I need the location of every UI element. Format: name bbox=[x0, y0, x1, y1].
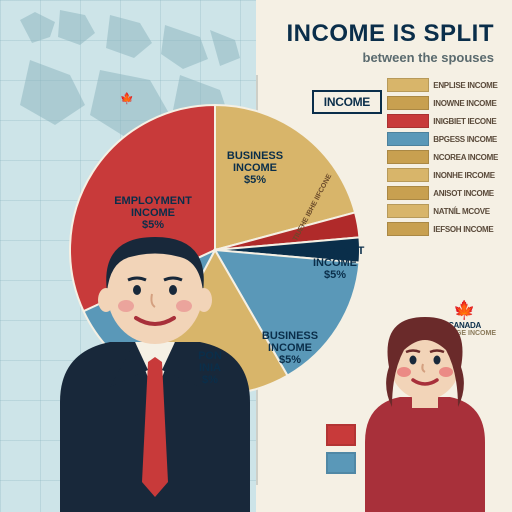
slice-label-pon: PONINIA$% bbox=[165, 350, 255, 386]
legend-text: NATNÍL MCOVE bbox=[433, 207, 490, 216]
legend-item: IEFSOH INCOME bbox=[387, 222, 498, 236]
legend-swatch bbox=[387, 78, 429, 92]
legend-item: INIGBIET IECONE bbox=[387, 114, 498, 128]
legend-text: IEFSOH INCOME bbox=[433, 225, 493, 234]
legend-text: NCOREA INCOME bbox=[433, 153, 498, 162]
legend-swatch bbox=[387, 222, 429, 236]
woman-illustration bbox=[350, 312, 500, 512]
legend-list: ENPLISE INCOME INOWNE INCOME INIGBIET IECO… bbox=[387, 78, 498, 236]
legend-swatch bbox=[387, 186, 429, 200]
legend-text: INOWNE INCOME bbox=[433, 99, 496, 108]
legend-swatch bbox=[387, 168, 429, 182]
slice-label-business-top: BUSINESSINCOME$5% bbox=[210, 150, 300, 186]
legend-item: INONHE IRCOME bbox=[387, 168, 498, 182]
legend-swatch bbox=[387, 114, 429, 128]
slice-label-investment: BVESTNETINCOME$5% bbox=[290, 245, 380, 281]
legend-item: NCOREA INCOME bbox=[387, 150, 498, 164]
legend-item: ENPLISE INCOME bbox=[387, 78, 498, 92]
legend-text: ANISOT INCOME bbox=[433, 189, 494, 198]
legend-swatch bbox=[387, 204, 429, 218]
legend-text: ENPLISE INCOME bbox=[433, 81, 497, 90]
legend-swatch bbox=[387, 150, 429, 164]
legend-text: INIGBIET IECONE bbox=[433, 117, 496, 126]
slice-label-business-bot: BUSINESSINCOME$5% bbox=[245, 330, 335, 366]
legend-text: INONHE IRCOME bbox=[433, 171, 494, 180]
slice-label-employment: EMPLOYMENTINCOME$5% bbox=[108, 195, 198, 231]
legend-swatch bbox=[387, 132, 429, 146]
legend-swatch bbox=[387, 96, 429, 110]
legend-item: NATNÍL MCOVE bbox=[387, 204, 498, 218]
legend-item: ANISOT INCOME bbox=[387, 186, 498, 200]
legend-text: BPGESS INCOME bbox=[433, 135, 497, 144]
legend-item: INOWNE INCOME bbox=[387, 96, 498, 110]
legend-item: BPGESS INCOME bbox=[387, 132, 498, 146]
